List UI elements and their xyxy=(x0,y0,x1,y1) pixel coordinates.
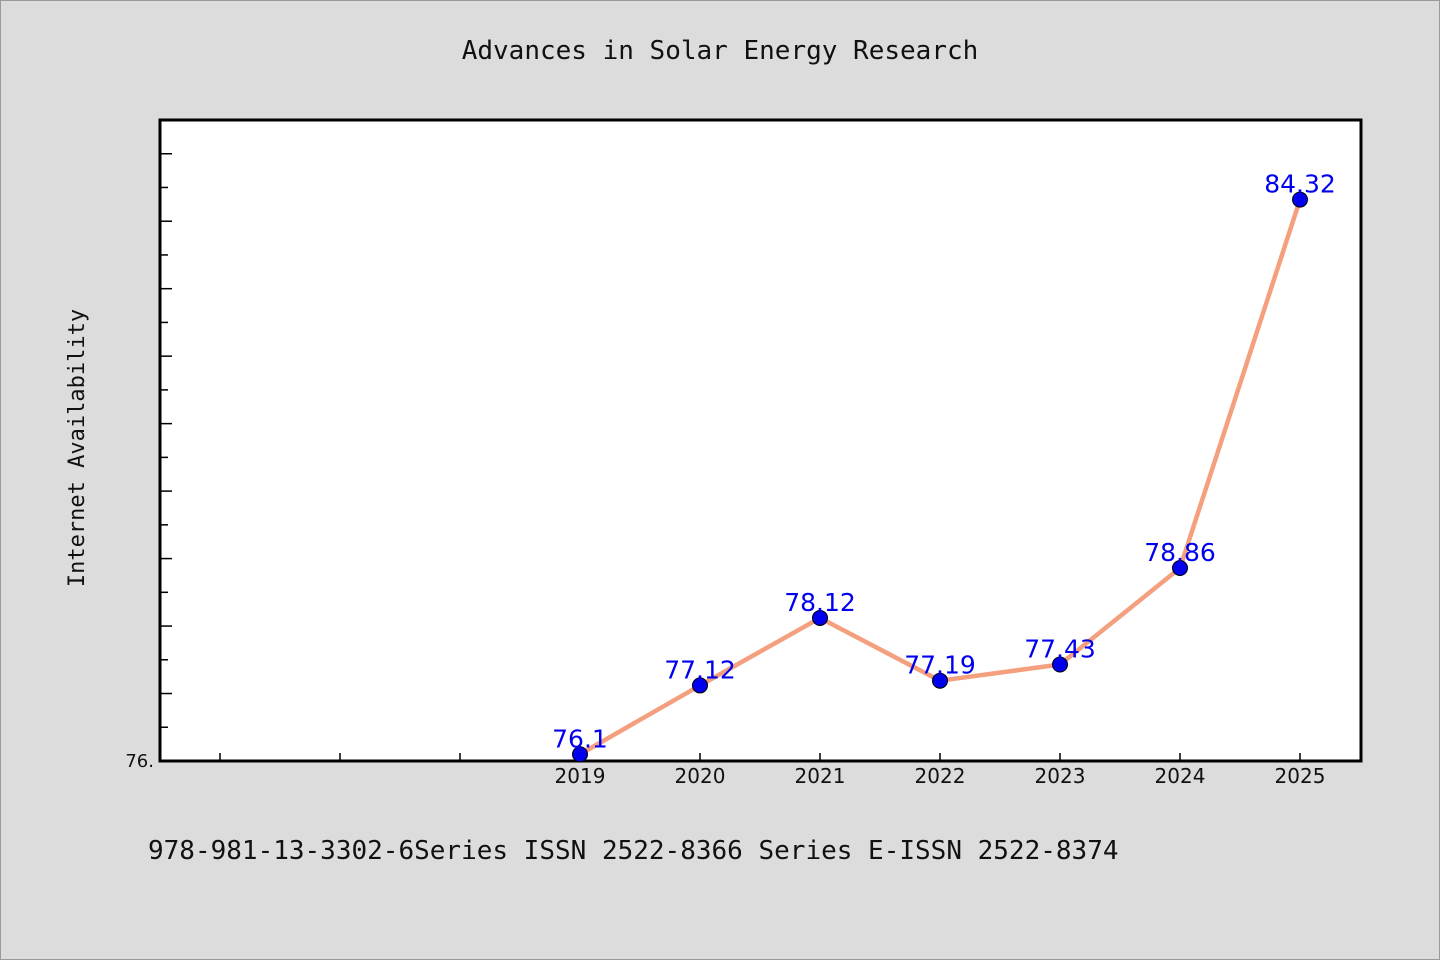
y-axis-label: Internet Availability xyxy=(65,309,90,587)
data-label: 76.1 xyxy=(552,724,608,753)
data-point xyxy=(812,609,828,626)
x-tick-label: 2023 xyxy=(1035,764,1086,788)
data-label: 78.12 xyxy=(784,588,856,617)
x-tick-label: 2024 xyxy=(1155,764,1206,788)
y-tick-label: 76. xyxy=(125,751,154,772)
data-point xyxy=(1292,191,1308,208)
plot-border xyxy=(158,118,1363,763)
x-tick-label: 2020 xyxy=(675,764,726,788)
data-points xyxy=(572,191,1308,763)
x-tick-labels: 2019 2020 2021 2022 2023 2024 2025 xyxy=(555,764,1326,788)
data-label: 77.19 xyxy=(904,651,976,680)
data-labels: 76.1 77.12 78.12 77.19 77.43 78.86 84.32 xyxy=(552,170,1336,754)
data-label: 77.43 xyxy=(1024,635,1096,664)
data-label: 78.86 xyxy=(1144,538,1216,567)
data-label: 84.32 xyxy=(1264,170,1336,199)
x-tick-label: 2025 xyxy=(1275,764,1326,788)
data-point xyxy=(1052,656,1068,673)
data-point xyxy=(572,746,588,763)
footer-isbn-text: 978-981-13-3302-6Series ISSN 2522-8366 S… xyxy=(148,836,1119,866)
data-point xyxy=(932,672,948,689)
data-point xyxy=(692,677,708,694)
plot-area xyxy=(160,120,1361,761)
data-label: 77.12 xyxy=(664,655,736,684)
x-tick-label: 2022 xyxy=(915,764,966,788)
chart-title: Advances in Solar Energy Research xyxy=(461,36,979,66)
x-tick-label: 2021 xyxy=(795,764,846,788)
x-tick-label: 2019 xyxy=(555,764,606,788)
data-point xyxy=(1172,560,1188,577)
